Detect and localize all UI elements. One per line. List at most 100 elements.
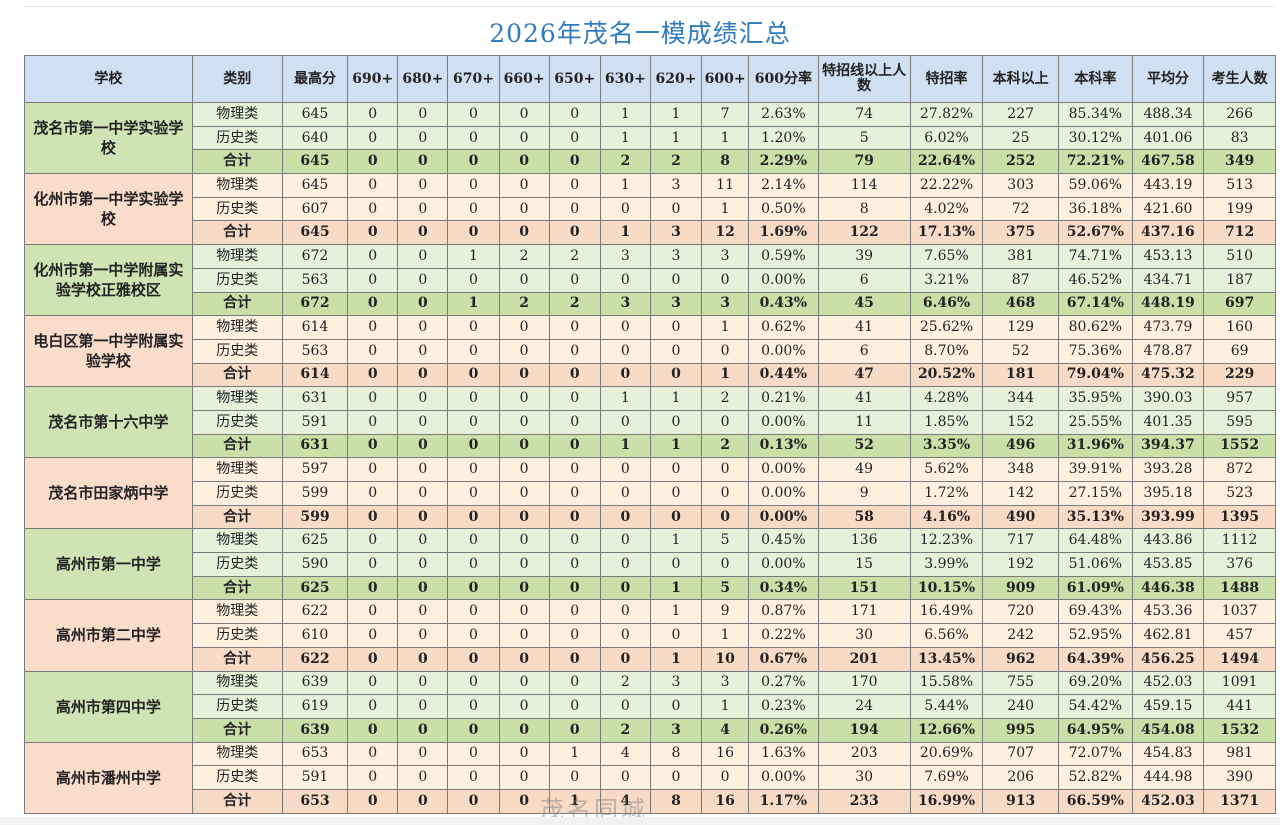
table-cell: 49 bbox=[817, 457, 911, 482]
table-cell: 6.56% bbox=[909, 623, 984, 648]
table-cell: 0 bbox=[498, 528, 550, 554]
table-cell: 0 bbox=[599, 552, 651, 577]
column-header: 本科率 bbox=[1058, 55, 1133, 103]
table-cell: 0 bbox=[498, 149, 550, 175]
table-cell: 0.00% bbox=[748, 552, 819, 577]
table-cell: 30 bbox=[817, 765, 911, 790]
table-cell: 0 bbox=[347, 102, 399, 127]
table-cell: 0 bbox=[447, 220, 500, 246]
table-cell: 0 bbox=[548, 670, 601, 696]
table-row: 化州市第一中学附属实验学校正雅校区 物理类 672 0 0 1 2 2 3 3 3 0.59% 39 7.… bbox=[24, 244, 1276, 317]
table-cell: 2.14% bbox=[748, 173, 819, 198]
table-cell: 0 bbox=[599, 409, 651, 435]
category-cell: 合计 bbox=[191, 504, 283, 530]
table-cell: 266 bbox=[1203, 102, 1276, 127]
table-cell: 0 bbox=[498, 220, 550, 246]
table-cell: 242 bbox=[982, 623, 1060, 648]
category-cell: 历史类 bbox=[191, 125, 283, 151]
table-cell: 0 bbox=[498, 504, 550, 530]
table-cell: 74.71% bbox=[1058, 244, 1133, 269]
category-cell: 历史类 bbox=[191, 694, 283, 719]
table-row: 合计 599 0 0 0 0 0 0 0 0 0.00% 58 4.16% 490 35.13% 393.99… bbox=[25, 504, 1276, 530]
table-cell: 591 bbox=[281, 409, 349, 435]
category-cell: 历史类 bbox=[191, 196, 283, 222]
table-cell: 2 bbox=[701, 386, 750, 411]
table-cell: 0 bbox=[599, 481, 651, 506]
category-cell: 合计 bbox=[191, 149, 283, 175]
table-cell: 0 bbox=[498, 386, 550, 411]
table-cell: 0 bbox=[498, 765, 550, 790]
table-cell: 0 bbox=[498, 623, 550, 648]
table-cell: 0 bbox=[397, 765, 449, 790]
table-row: 高州市第四中学 物理类 639 0 0 0 0 0 2 3 3 0.27% 170 15.58% 755 69… bbox=[24, 670, 1276, 743]
table-cell: 0.62% bbox=[748, 315, 819, 340]
table-cell: 9 bbox=[701, 599, 750, 625]
table-cell: 0 bbox=[548, 102, 601, 127]
column-header: 690+ bbox=[347, 55, 399, 103]
table-cell: 0 bbox=[397, 741, 449, 767]
table-cell: 755 bbox=[982, 670, 1060, 696]
table-cell: 6 bbox=[817, 267, 911, 293]
table-cell: 456.25 bbox=[1131, 646, 1205, 672]
table-cell: 393.99 bbox=[1131, 504, 1205, 530]
table-cell: 12.23% bbox=[909, 528, 984, 554]
table-cell: 5 bbox=[817, 125, 911, 151]
table-cell: 233 bbox=[817, 788, 911, 814]
category-cell: 历史类 bbox=[191, 481, 283, 506]
table-cell: 0 bbox=[447, 623, 500, 648]
table-cell: 122 bbox=[817, 220, 911, 246]
table-cell: 3 bbox=[701, 670, 750, 696]
table-row: 历史类 591 0 0 0 0 0 0 0 0 0.00% 11 1.85% 152 25.55% 401.3… bbox=[25, 409, 1276, 435]
table-cell: 622 bbox=[281, 646, 349, 672]
table-cell: 1 bbox=[649, 386, 703, 411]
table-cell: 610 bbox=[281, 623, 349, 648]
table-cell: 0 bbox=[347, 433, 399, 459]
table-cell: 0 bbox=[447, 788, 500, 814]
table-cell: 0 bbox=[701, 338, 750, 364]
table-cell: 25.55% bbox=[1058, 409, 1133, 435]
category-cell: 物理类 bbox=[191, 386, 283, 411]
table-cell: 0 bbox=[347, 409, 399, 435]
category-cell: 历史类 bbox=[191, 765, 283, 790]
table-cell: 0 bbox=[548, 267, 601, 293]
table-cell: 1.69% bbox=[748, 220, 819, 246]
table-cell: 0 bbox=[347, 220, 399, 246]
table-cell: 421.60 bbox=[1131, 196, 1205, 222]
category-cell: 合计 bbox=[191, 646, 283, 672]
table-cell: 0 bbox=[498, 481, 550, 506]
table-cell: 35.95% bbox=[1058, 386, 1133, 411]
table-cell: 3 bbox=[649, 220, 703, 246]
table-cell: 3 bbox=[649, 173, 703, 198]
table-cell: 303 bbox=[982, 173, 1060, 198]
table-cell: 201 bbox=[817, 646, 911, 672]
table-cell: 962 bbox=[982, 646, 1060, 672]
table-cell: 3.21% bbox=[909, 267, 984, 293]
table-cell: 0 bbox=[447, 102, 500, 127]
table-cell: 0 bbox=[649, 315, 703, 340]
table-cell: 446.38 bbox=[1131, 575, 1205, 601]
table-cell: 653 bbox=[281, 788, 349, 814]
category-cell: 合计 bbox=[191, 788, 283, 814]
table-cell: 0 bbox=[548, 765, 601, 790]
table-cell: 0 bbox=[447, 765, 500, 790]
table-cell: 443.19 bbox=[1131, 173, 1205, 198]
table-cell: 0 bbox=[548, 409, 601, 435]
table-cell: 913 bbox=[982, 788, 1060, 814]
table-cell: 468 bbox=[982, 291, 1060, 317]
table-cell: 0 bbox=[498, 694, 550, 719]
table-cell: 0 bbox=[498, 173, 550, 198]
table-cell: 462.81 bbox=[1131, 623, 1205, 648]
table-cell: 707 bbox=[982, 741, 1060, 767]
school-name: 化州市第一中学实验学校 bbox=[24, 173, 193, 246]
table-cell: 0 bbox=[599, 457, 651, 482]
table-cell: 1 bbox=[701, 694, 750, 719]
table-cell: 0 bbox=[649, 409, 703, 435]
table-cell: 15 bbox=[817, 552, 911, 577]
table-cell: 625 bbox=[281, 528, 349, 554]
table-cell: 453.85 bbox=[1131, 552, 1205, 577]
table-cell: 0 bbox=[599, 338, 651, 364]
table-cell: 0 bbox=[498, 552, 550, 577]
table-cell: 452.03 bbox=[1131, 788, 1205, 814]
table-cell: 0 bbox=[599, 765, 651, 790]
table-cell: 1037 bbox=[1203, 599, 1276, 625]
